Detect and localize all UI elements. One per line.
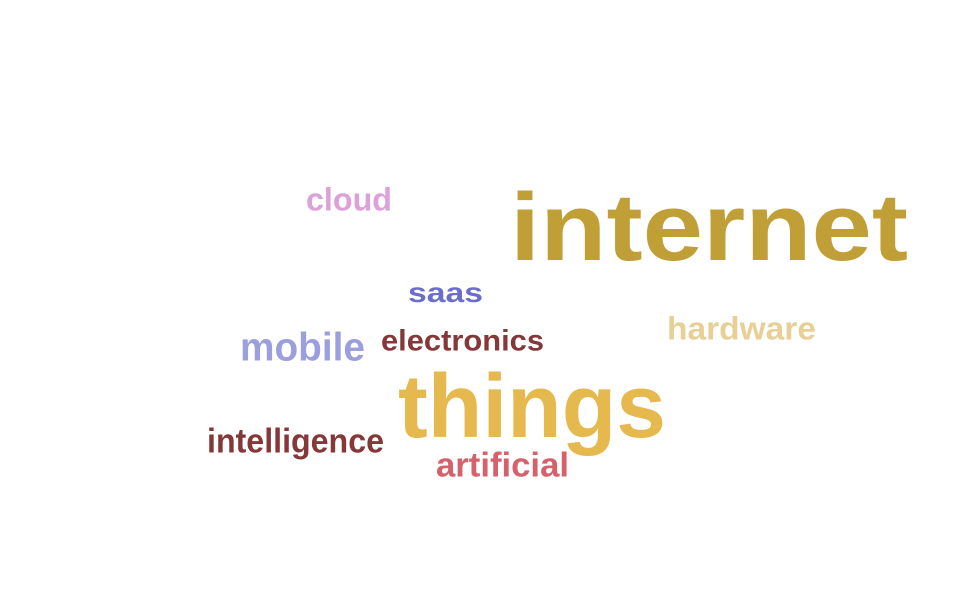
word-things: things bbox=[398, 356, 667, 457]
word-artificial: artificial bbox=[436, 445, 569, 484]
word-cloud: cloud bbox=[306, 182, 393, 218]
word-hardware: hardware bbox=[667, 311, 816, 347]
word-internet: internet bbox=[510, 174, 909, 281]
word-saas: saas bbox=[408, 278, 483, 309]
word-intelligence: intelligence bbox=[207, 421, 385, 460]
word-mobile: mobile bbox=[240, 324, 366, 369]
word-electronics: electronics bbox=[381, 323, 545, 357]
